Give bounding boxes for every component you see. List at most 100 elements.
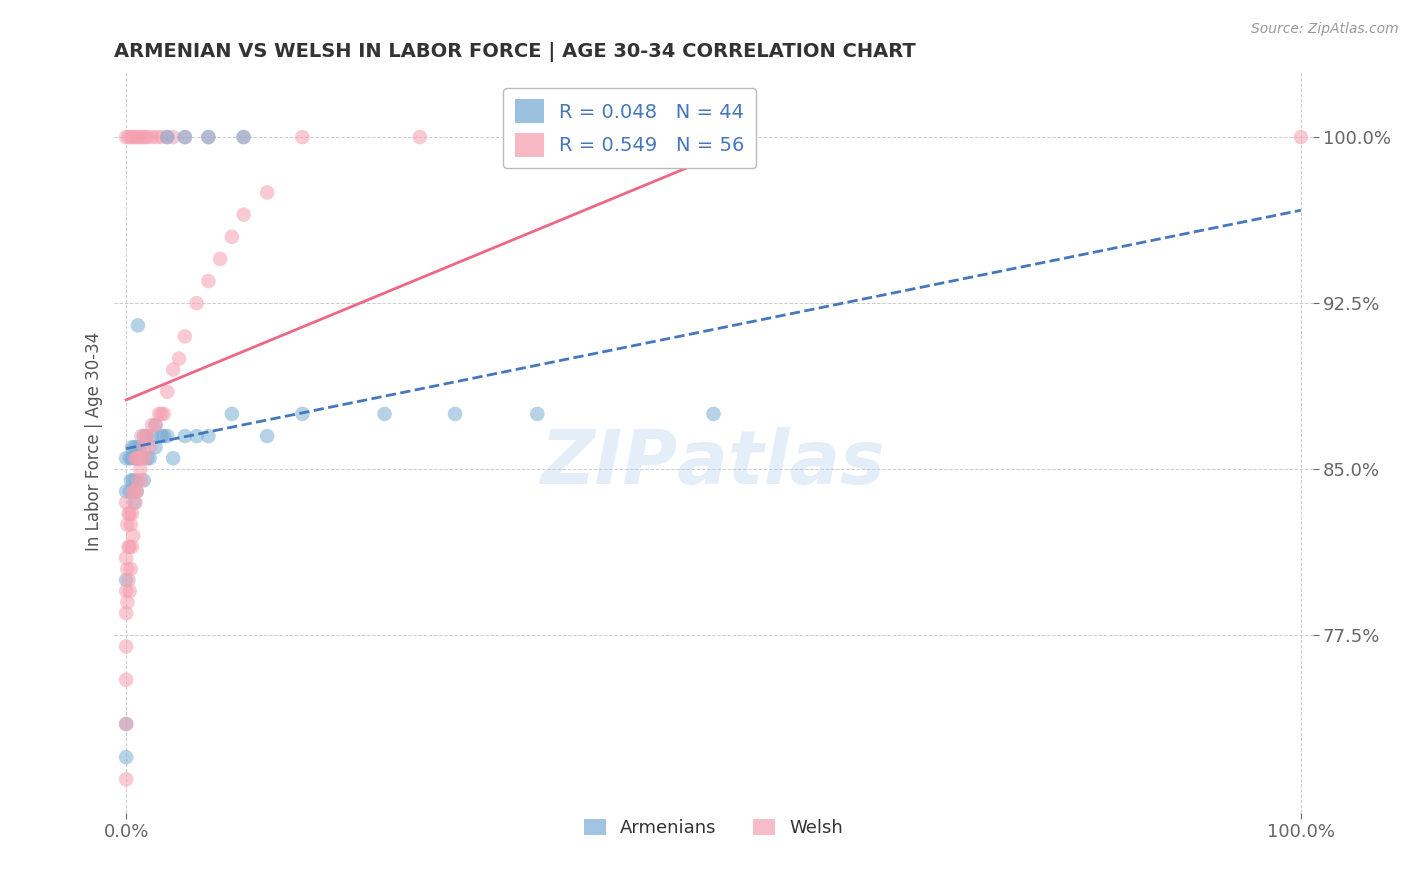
Text: Source: ZipAtlas.com: Source: ZipAtlas.com <box>1251 22 1399 37</box>
Point <box>135 429 157 443</box>
Point <box>131 451 153 466</box>
Point <box>197 274 219 288</box>
Point <box>120 474 142 488</box>
Y-axis label: In Labor Force | Age 30-34: In Labor Force | Age 30-34 <box>86 332 103 551</box>
Point <box>702 130 724 145</box>
Point <box>197 130 219 145</box>
Point <box>124 130 146 145</box>
Point <box>186 429 208 443</box>
Point <box>129 462 152 476</box>
Point <box>122 474 145 488</box>
Point <box>145 417 167 432</box>
Point <box>115 750 138 764</box>
Point <box>174 130 197 145</box>
Point <box>118 540 141 554</box>
Point <box>291 407 314 421</box>
Point <box>115 772 138 787</box>
Point <box>127 451 149 466</box>
Point <box>174 429 197 443</box>
Point <box>131 474 153 488</box>
Point <box>132 440 155 454</box>
Point <box>125 451 148 466</box>
Point <box>115 606 138 620</box>
Point <box>115 484 138 499</box>
Point <box>136 429 159 443</box>
Point <box>125 484 148 499</box>
Point <box>156 429 179 443</box>
Point <box>115 717 138 731</box>
Point <box>124 451 146 466</box>
Point <box>162 362 184 376</box>
Point <box>1289 130 1312 145</box>
Point <box>232 130 254 145</box>
Point <box>197 130 219 145</box>
Point <box>117 573 139 587</box>
Point <box>150 429 173 443</box>
Point <box>118 451 141 466</box>
Point <box>136 130 159 145</box>
Point <box>221 407 243 421</box>
Point <box>134 451 156 466</box>
Point <box>145 440 167 454</box>
Point <box>186 296 208 310</box>
Text: ARMENIAN VS WELSH IN LABOR FORCE | AGE 30-34 CORRELATION CHART: ARMENIAN VS WELSH IN LABOR FORCE | AGE 3… <box>114 42 917 62</box>
Point <box>141 417 163 432</box>
Point <box>132 474 155 488</box>
Point <box>127 451 149 466</box>
Point <box>124 484 146 499</box>
Point <box>150 130 173 145</box>
Point <box>115 495 138 509</box>
Point <box>115 673 138 687</box>
Point <box>120 130 142 145</box>
Point <box>132 429 155 443</box>
Point <box>118 584 141 599</box>
Point <box>145 417 167 432</box>
Point <box>117 130 139 145</box>
Point <box>256 429 278 443</box>
Point <box>122 484 145 499</box>
Point <box>156 130 179 145</box>
Point <box>138 440 160 454</box>
Point <box>152 407 174 421</box>
Point <box>118 484 141 499</box>
Point <box>117 595 139 609</box>
Point <box>127 474 149 488</box>
Point <box>121 451 143 466</box>
Point <box>174 130 197 145</box>
Point <box>122 130 145 145</box>
Legend: Armenians, Welsh: Armenians, Welsh <box>576 812 851 845</box>
Point <box>409 130 432 145</box>
Point <box>122 529 145 543</box>
Point <box>124 474 146 488</box>
Point <box>121 507 143 521</box>
Point <box>148 407 170 421</box>
Point <box>162 451 184 466</box>
Point <box>141 429 163 443</box>
Point <box>291 130 314 145</box>
Point <box>129 130 152 145</box>
Point <box>129 440 152 454</box>
Point <box>115 130 138 145</box>
Point <box>124 495 146 509</box>
Point <box>117 517 139 532</box>
Point <box>131 130 153 145</box>
Point <box>134 130 156 145</box>
Point <box>118 507 141 521</box>
Point <box>197 429 219 443</box>
Point <box>141 130 163 145</box>
Point <box>138 451 160 466</box>
Point <box>117 540 139 554</box>
Point <box>131 429 153 443</box>
Point <box>150 407 173 421</box>
Point <box>128 451 150 466</box>
Point <box>120 562 142 576</box>
Point <box>115 584 138 599</box>
Point <box>125 484 148 499</box>
Point <box>156 130 179 145</box>
Point <box>115 451 138 466</box>
Point <box>125 440 148 454</box>
Point <box>444 407 467 421</box>
Point <box>156 384 179 399</box>
Point <box>232 208 254 222</box>
Point <box>115 550 138 565</box>
